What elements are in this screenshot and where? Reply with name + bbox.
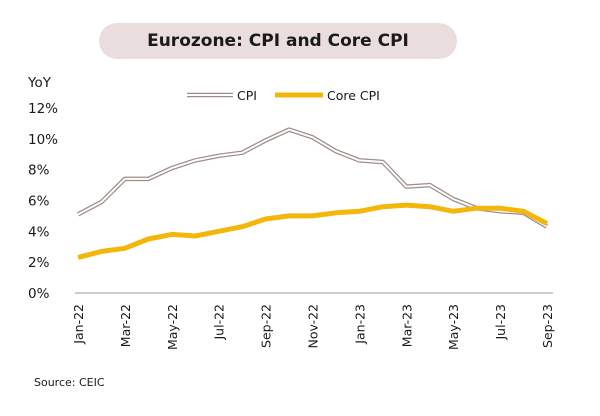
x-tick-label: Mar-23	[399, 304, 414, 347]
source-note: Source: CEIC	[34, 376, 105, 389]
x-tick-label: Jul-23	[493, 304, 508, 341]
legend-core-cpi-label: Core CPI	[327, 88, 380, 103]
x-tick-label: Sep-23	[540, 304, 555, 348]
x-tick-label: Sep-22	[259, 304, 274, 348]
core-cpi-line	[77, 202, 549, 260]
x-tick-label: Jan-23	[352, 304, 367, 345]
y-tick-label: 10%	[28, 132, 58, 148]
y-tick-label: 4%	[28, 224, 50, 240]
legend-cpi-label: CPI	[237, 88, 257, 103]
y-axis-ticks: 0% 2% 4% 6% 8% 10% 12%	[28, 101, 58, 302]
y-tick-label: 0%	[28, 286, 50, 302]
y-tick-label: 12%	[28, 101, 58, 117]
y-axis-label: YoY	[27, 75, 52, 91]
x-axis-ticks: Jan-22 Mar-22 May-22 Jul-22 Sep-22 Nov-22 Jan-…	[71, 304, 555, 350]
y-tick-label: 2%	[28, 255, 50, 271]
x-tick-label: May-22	[165, 304, 180, 350]
series-group	[76, 127, 549, 260]
y-tick-label: 8%	[28, 163, 50, 179]
x-tick-label: May-23	[446, 304, 461, 350]
legend: CPI Core CPI	[187, 88, 380, 103]
chart-title: Eurozone: CPI and Core CPI	[147, 31, 409, 51]
x-tick-label: Nov-22	[306, 304, 321, 348]
x-tick-label: Jan-22	[71, 304, 86, 345]
y-tick-label: 6%	[28, 194, 50, 210]
x-tick-label: Jul-22	[212, 304, 227, 341]
x-tick-label: Mar-22	[118, 304, 133, 347]
chart-title-pill: Eurozone: CPI and Core CPI	[99, 23, 457, 59]
cpi-line-inner	[77, 128, 548, 228]
